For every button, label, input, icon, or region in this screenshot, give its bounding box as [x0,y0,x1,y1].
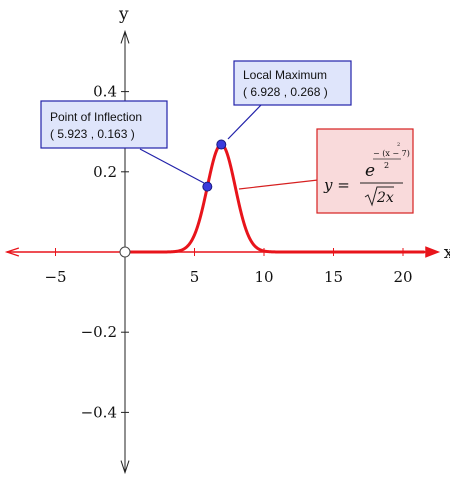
y-tick-label: −0.4 [81,403,117,421]
origin-marker [119,246,131,258]
y-axis-arrow-down [120,460,130,475]
axes: x y [4,4,450,475]
maximum-box [233,60,352,106]
formula-exponent-denominator: 2 [384,161,389,170]
formula-annotation: y = e − (x − 7) 2 2 2x [316,128,414,214]
formula-sqrt-sign [364,186,394,207]
x-axis-arrow-left [4,247,20,257]
maximum-leader-line [227,103,263,140]
formula-exponent-power: 2 [397,142,400,148]
x-axis-arrow-right [425,246,441,258]
inflection-coords: ( 5.923 , 0.163 ) [50,127,135,141]
formula-exponent-numerator: − (x − 7) [373,149,410,158]
x-tick-label: 15 [324,268,343,286]
function-curve [123,143,426,254]
maximum-title: Local Maximum [243,68,327,82]
x-tick-label: 5 [190,268,200,286]
x-tick-label: 10 [254,268,273,286]
x-axis-label: x [444,243,450,263]
y-axis-arrow-up [120,29,130,44]
x-tick-label: 20 [393,268,412,286]
formula-base: e [365,161,375,181]
formula-box [316,128,414,214]
marked-points [202,139,227,192]
inflection-title: Point of Inflection [50,110,142,124]
x-tick-label: −5 [44,268,66,286]
formula-leader-line [238,179,319,190]
formula-lhs: y = [323,176,350,194]
maximum-coords: ( 6.928 , 0.268 ) [243,85,328,99]
inflection-box [40,100,168,149]
maximum-annotation: Local Maximum ( 6.928 , 0.268 ) [233,60,352,106]
y-axis-label: y [118,4,129,24]
y-tick-label: 0.4 [93,83,117,101]
y-tick-label: 0.2 [93,163,117,181]
axis-ticks: −5 5 10 15 20 0.4 0.2 −0.2 −0.4 [44,83,412,422]
formula-denominator: 2x [376,190,394,206]
y-tick-label: −0.2 [81,323,117,341]
inflection-point-marker [202,181,213,192]
inflection-annotation: Point of Inflection ( 5.923 , 0.163 ) [40,100,168,149]
maximum-point-marker [216,139,227,150]
inflection-leader-line [139,148,205,184]
